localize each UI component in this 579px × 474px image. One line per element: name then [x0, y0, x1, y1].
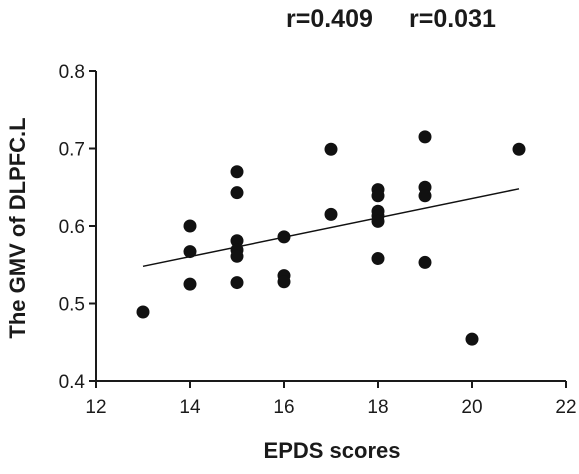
x-tick-label: 14: [179, 397, 201, 418]
annotation-r-2: r=0.031: [409, 5, 496, 33]
data-point: [230, 186, 244, 200]
data-point: [418, 189, 432, 203]
data-point: [465, 332, 479, 346]
axes: [95, 71, 566, 382]
data-point: [512, 142, 526, 156]
data-point: [183, 277, 197, 291]
data-points: [136, 130, 526, 346]
y-tick-label: 0.8: [59, 62, 85, 83]
trendline: [142, 188, 520, 268]
y-axis-title: The GMV of DLPFC.L: [5, 117, 30, 338]
y-tick-label: 0.7: [59, 140, 85, 161]
data-point: [230, 276, 244, 290]
data-point: [230, 165, 244, 179]
data-point: [371, 214, 385, 228]
y-tick-label: 0.6: [59, 217, 85, 238]
data-point: [418, 130, 432, 144]
data-point: [230, 249, 244, 263]
trendline-group: [142, 188, 520, 268]
data-point: [136, 305, 150, 319]
data-point: [183, 219, 197, 233]
x-tick-label: 22: [555, 397, 576, 418]
data-point: [418, 255, 432, 269]
y-tick-label: 0.4: [59, 372, 86, 393]
x-tick-label: 20: [461, 397, 482, 418]
x-tick-label: 12: [85, 397, 106, 418]
x-axis-title: EPDS scores: [264, 438, 401, 463]
data-point: [230, 234, 244, 248]
data-point: [371, 189, 385, 203]
data-point: [277, 275, 291, 289]
data-point: [183, 245, 197, 259]
y-ticks: 0.4 0.5 0.6 0.7 0.8: [59, 62, 96, 393]
data-point: [324, 142, 338, 156]
data-point: [371, 252, 385, 266]
x-tick-label: 18: [367, 397, 388, 418]
data-point: [277, 230, 291, 244]
annotation-r-1: r=0.409: [286, 5, 373, 33]
x-ticks: 12 14 16 18 20 22: [85, 381, 577, 418]
x-tick-label: 16: [273, 397, 294, 418]
data-point: [324, 207, 338, 221]
y-tick-label: 0.5: [59, 295, 85, 316]
